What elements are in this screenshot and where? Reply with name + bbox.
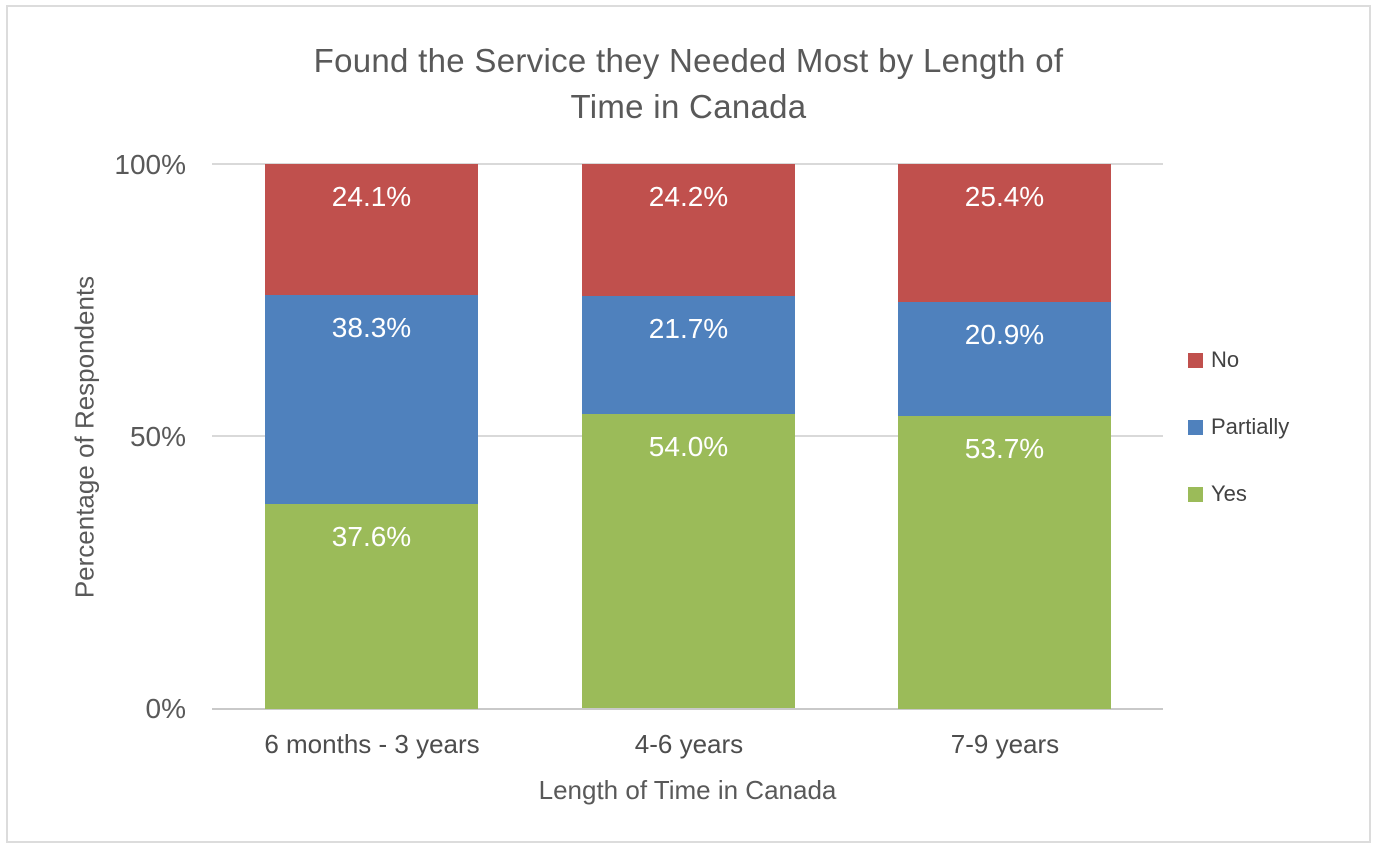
legend-item-yes: Yes	[1188, 479, 1289, 509]
data-label-yes: 54.0%	[648, 431, 729, 463]
chart-title: Found the Service they Needed Most by Le…	[0, 38, 1377, 130]
legend: No Partially Yes	[1188, 345, 1289, 546]
x-category-label-1: 6 months - 3 years	[264, 729, 480, 759]
bar-segment-no: 24.2%	[582, 164, 795, 296]
stacked-bar-2: 24.2% 21.7% 54.0%	[582, 164, 795, 709]
bar-segment-partially: 20.9%	[898, 302, 1111, 417]
y-tick-100: 100%	[114, 149, 186, 180]
plot-area: 24.1% 38.3% 37.6% 24.2% 21.7% 54.0% 25.4% 20.9%…	[212, 163, 1163, 710]
bar-segment-yes: 54.0%	[582, 414, 795, 709]
legend-swatch-yes	[1188, 486, 1203, 502]
legend-swatch-partially	[1188, 419, 1203, 435]
bar-segment-no: 24.1%	[265, 164, 478, 296]
stacked-bar-3: 25.4% 20.9% 53.7%	[898, 164, 1111, 709]
legend-swatch-no	[1188, 352, 1203, 368]
data-label-no: 24.2%	[648, 181, 729, 212]
legend-item-no: No	[1188, 345, 1289, 375]
bar-segment-yes: 53.7%	[898, 416, 1111, 709]
y-tick-50: 50%	[129, 421, 186, 452]
data-label-yes: 53.7%	[964, 433, 1045, 465]
x-axis-line	[212, 708, 1163, 710]
legend-item-partially: Partially	[1188, 412, 1289, 442]
legend-label-no: No	[1211, 347, 1240, 372]
legend-label-partially: Partially	[1211, 414, 1290, 439]
data-label-no: 25.4%	[964, 181, 1045, 212]
data-label-yes: 37.6%	[331, 521, 412, 553]
bar-segment-yes: 37.6%	[265, 504, 478, 709]
bar-segment-partially: 38.3%	[265, 295, 478, 505]
stacked-bar-1: 24.1% 38.3% 37.6%	[265, 164, 478, 709]
data-label-partially: 21.7%	[648, 312, 729, 344]
data-label-no: 24.1%	[331, 181, 412, 212]
x-category-label-3: 7-9 years	[950, 729, 1060, 759]
y-tick-0: 0%	[145, 693, 186, 724]
chart-title-line-2: Time in Canada	[570, 88, 807, 125]
x-axis-title: Length of Time in Canada	[538, 775, 837, 805]
bar-segment-no: 25.4%	[898, 164, 1111, 303]
x-category-label-2: 4-6 years	[634, 729, 744, 759]
data-label-partially: 20.9%	[964, 319, 1045, 351]
legend-label-yes: Yes	[1211, 481, 1247, 506]
chart-border	[6, 5, 1371, 843]
bar-segment-partially: 21.7%	[582, 295, 795, 415]
chart-title-line-1: Found the Service they Needed Most by Le…	[313, 42, 1064, 79]
data-label-partially: 38.3%	[331, 312, 412, 344]
